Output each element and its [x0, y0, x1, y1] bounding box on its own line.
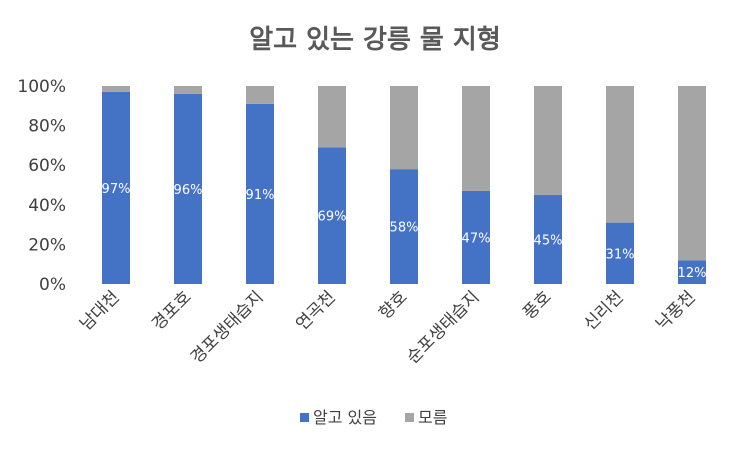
- bar-known: [606, 222, 634, 284]
- bar-known: [102, 91, 130, 284]
- category-label: 향호: [375, 287, 411, 323]
- y-tick-label: 20%: [28, 235, 66, 255]
- category-label: 풍호: [519, 287, 555, 323]
- bar-unknown: [390, 86, 418, 170]
- legend: 알고 있음 모름: [300, 408, 447, 427]
- data-labels: 97% 96% 91% 69% 58% 47% 45% 31% 12%: [102, 182, 707, 281]
- category-label: 남대천: [76, 287, 123, 334]
- category-label: 신리천: [580, 287, 627, 334]
- bar-unknown: [678, 86, 706, 261]
- y-tick-label: 40%: [28, 196, 66, 216]
- bar-known: [390, 169, 418, 284]
- bar-unknown: [318, 86, 346, 148]
- bar-unknown: [102, 86, 130, 92]
- bar-unknown: [174, 86, 202, 94]
- bars: [102, 86, 706, 284]
- category-label: 연곡천: [292, 287, 339, 334]
- legend-label: 알고 있음: [313, 408, 377, 427]
- data-label: 12%: [678, 266, 707, 281]
- y-tick-label: 80%: [28, 117, 66, 137]
- bar-known: [534, 194, 562, 284]
- y-tick-label: 100%: [17, 77, 66, 97]
- data-label: 91%: [246, 188, 275, 203]
- legend-label: 모름: [418, 408, 447, 427]
- bar-known: [462, 190, 490, 284]
- bar-unknown: [462, 86, 490, 191]
- chart-title: 알고 있는 강릉 물 지형: [249, 25, 501, 55]
- category-label: 낙풍천: [652, 287, 699, 334]
- bar-known: [678, 260, 706, 284]
- data-label: 47%: [462, 231, 491, 246]
- y-tick-label: 60%: [28, 156, 66, 176]
- bar-unknown: [246, 86, 274, 104]
- category-label: 경포호: [148, 287, 195, 334]
- data-label: 45%: [534, 233, 563, 248]
- bar-unknown: [606, 86, 634, 223]
- y-axis: 0% 20% 40% 60% 80% 100%: [17, 77, 66, 295]
- data-label: 58%: [390, 221, 419, 236]
- bar-known: [174, 93, 202, 284]
- data-label: 69%: [318, 210, 347, 225]
- bar-unknown: [534, 86, 562, 195]
- y-tick-label: 0%: [39, 275, 66, 295]
- data-label: 31%: [606, 247, 635, 262]
- bar-known: [246, 103, 274, 284]
- category-label: 순포생태습지: [403, 287, 483, 367]
- legend-swatch: [405, 413, 414, 422]
- data-label: 97%: [102, 182, 131, 197]
- category-label: 경포생태습지: [187, 287, 267, 367]
- bar-known: [318, 147, 346, 284]
- legend-swatch: [300, 413, 309, 422]
- data-label: 96%: [174, 183, 203, 198]
